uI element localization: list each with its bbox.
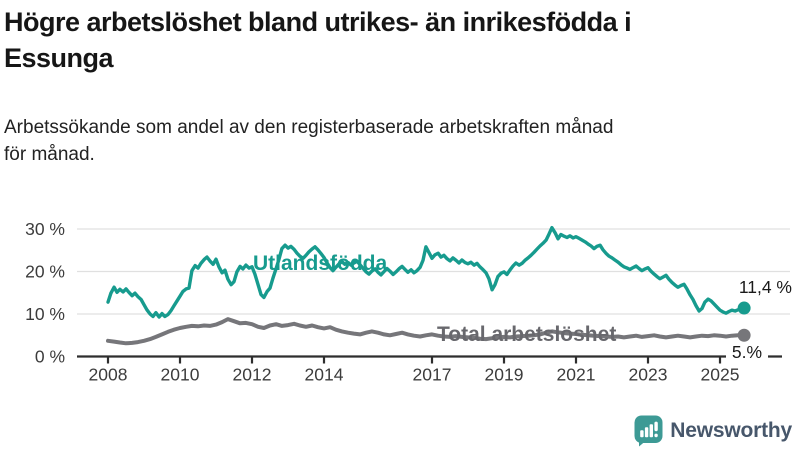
unemployment-line-chart-svg: 0 % 10 % 20 % 30 % 2008 2010 2012 2014 2017 2019 2… [25,219,792,385]
x-axis-tick-label: 2012 [233,365,272,385]
series-label-utlandsfodda: Utlandsfödda [253,252,387,275]
series-label-total: Total arbetslöshet [437,323,616,346]
series-end-dot-utlandsfodda [737,301,751,315]
end-value-label-bg [726,343,768,360]
x-axis-tick-label: 2008 [89,365,128,385]
x-axis-tick-label: 2023 [629,365,668,385]
chart-subtitle: Arbetssökande som andel av den registerb… [4,117,614,165]
line-chart: 0 % 10 % 20 % 30 % 2008 2010 2012 2014 2017 2019 2… [0,192,800,400]
x-axis-tick-label: 2021 [557,365,596,385]
x-axis-tick-label: 2017 [413,365,452,385]
page-title: Högre arbetslöshet bland utrikes- än inr… [4,7,632,74]
y-axis-tick-label: 10 % [25,304,65,324]
end-value-label-total: 5.% [732,342,762,362]
series-line-total [106,317,747,346]
x-axis-tick-label: 2019 [485,365,524,385]
end-value-label-utlandsfodda: 11,4 % [739,277,792,297]
y-axis-tick-label: 30 % [25,219,65,239]
newsworthy-logo[interactable]: Newsworthy [634,415,792,447]
y-axis-tick-label: 20 % [25,262,65,282]
series-end-dot-total [737,328,751,342]
x-axis-tick-label: 2014 [305,365,344,385]
brand-name: Newsworthy [670,419,792,442]
y-axis-tick-label: 0 % [35,347,65,367]
x-axis-tick-label: 2025 [701,365,740,385]
bar-chart-speech-bubble-icon [634,415,663,447]
x-axis-tick-label: 2010 [161,365,200,385]
series-line-utlandsfodda [106,226,746,319]
